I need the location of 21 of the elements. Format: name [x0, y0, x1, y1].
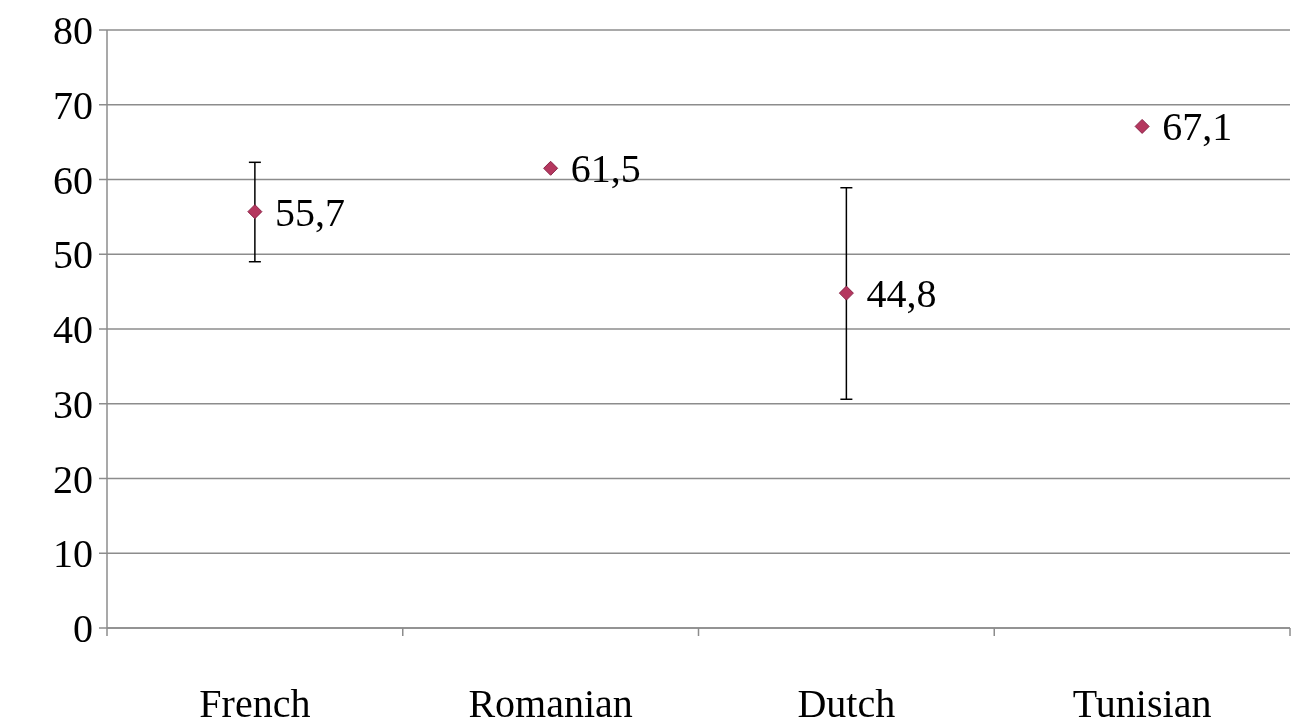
y-tick-label: 50 [53, 232, 93, 278]
y-tick-label: 40 [53, 307, 93, 352]
point [543, 160, 559, 176]
data-label: 55,7 [274, 189, 345, 235]
x-tick-label: French [199, 681, 311, 726]
point [1134, 118, 1150, 134]
point [247, 204, 263, 220]
y-tick-label: 70 [53, 82, 93, 128]
y-tick-label: 30 [53, 381, 93, 427]
data-label: 61,5 [570, 146, 641, 192]
x-tick-label: Tunisian [1072, 681, 1212, 726]
data-label: 67,1 [1162, 104, 1233, 150]
y-tick-label: 80 [53, 8, 93, 53]
y-tick-label: 20 [53, 456, 93, 502]
data-label: 44,8 [866, 271, 937, 317]
y-tick-label: 0 [73, 606, 93, 651]
y-tick-label: 10 [53, 531, 93, 577]
x-tick-label: Romanian [468, 681, 633, 726]
point [838, 285, 854, 301]
x-tick-label: Dutch [797, 681, 896, 726]
y-tick-label: 60 [53, 157, 93, 203]
